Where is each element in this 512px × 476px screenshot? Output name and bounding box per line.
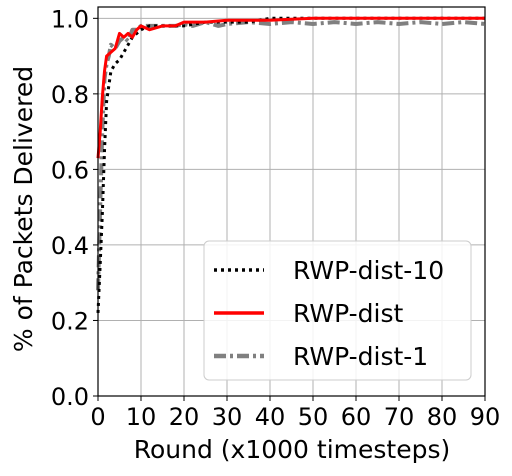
y-axis-label: % of Packets Delivered [9,66,38,352]
legend-label: RWP-dist-10 [293,256,444,285]
x-tick-label: 40 [255,403,286,431]
x-tick-label: 20 [169,403,200,431]
y-tick-label: 0.6 [51,156,89,184]
y-tick-label: 0.0 [51,383,89,411]
y-axis-ticks: 0.0 0.2 0.4 0.6 0.8 1.0 [51,5,98,411]
series-line-rwp-dist-10 [96,16,485,313]
plot-frame [97,6,486,397]
y-tick-label: 0.8 [51,81,89,109]
x-tick-label: 0 [90,403,105,431]
legend-label: RWP-dist [293,299,403,328]
x-axis-ticks: 0 10 20 30 40 50 60 70 80 90 [90,396,500,431]
y-tick-label: 0.4 [51,232,89,260]
x-tick-label: 90 [470,403,501,431]
y-tick-label: 0.2 [51,307,89,335]
y-tick-label: 1.0 [51,5,89,33]
legend-box [203,240,472,381]
legend: RWP-dist-10 RWP-dist RWP-dist-1 [203,240,472,381]
x-tick-label: 80 [427,403,458,431]
series-line-rwp-dist [96,16,485,159]
x-tick-label: 30 [212,403,243,431]
x-tick-label: 70 [384,403,415,431]
x-tick-label: 10 [126,403,157,431]
x-tick-label: 50 [298,403,329,431]
legend-label: RWP-dist-1 [293,342,428,371]
x-tick-label: 60 [341,403,372,431]
x-axis-label: Round (x1000 timesteps) [134,435,451,464]
series-layer [96,16,486,313]
